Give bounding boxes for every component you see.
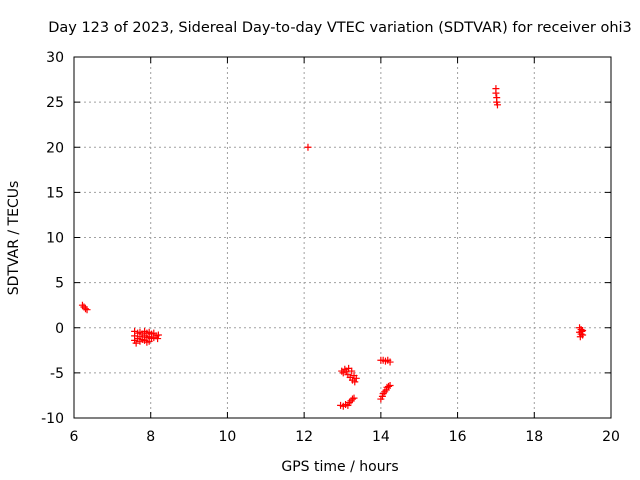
data-point [82,305,90,313]
x-tick-label: 12 [295,429,313,445]
y-axis-label: SDTVAR / TECUs [6,181,22,296]
data-point [576,333,584,341]
y-tick-label: 10 [46,231,64,247]
data-point [154,331,162,339]
y-tick-label: -10 [41,411,64,427]
data-point [83,306,91,314]
data-point [492,89,500,97]
y-tick-label: 30 [46,50,64,66]
data-point [351,378,359,386]
data-point [493,101,501,109]
data-point [154,335,162,343]
x-tick-label: 8 [146,429,155,445]
data-point [348,367,356,375]
axis-ticks: 6 8 10 12 14 16 18 20 -10 -5 0 5 10 15 20 25 30 [41,50,620,445]
data-point [578,327,586,335]
data-point [350,394,358,402]
data-point [386,382,394,390]
data-points [78,85,587,410]
data-point [352,374,360,382]
data-point [78,301,86,309]
x-tick-label: 14 [372,429,390,445]
x-tick-label: 10 [219,429,237,445]
y-tick-label: 25 [46,95,64,111]
chart-title: Day 123 of 2023, Sidereal Day-to-day VTE… [48,20,632,36]
x-axis-label: GPS time / hours [281,459,398,475]
y-tick-label: 20 [46,140,64,156]
data-point [348,395,356,403]
data-point [304,143,312,151]
data-point [341,365,349,373]
x-tick-label: 18 [525,429,543,445]
data-point [339,369,347,377]
y-tick-label: 0 [55,321,64,337]
x-tick-label: 16 [449,429,467,445]
y-tick-label: 15 [46,185,64,201]
data-point [385,382,393,390]
data-point [386,358,394,366]
x-tick-label: 20 [602,429,620,445]
y-tick-label: 5 [55,276,64,292]
data-point [132,339,140,347]
y-tick-label: -5 [50,366,64,382]
x-tick-label: 6 [70,429,79,445]
grid-lines [74,57,611,418]
